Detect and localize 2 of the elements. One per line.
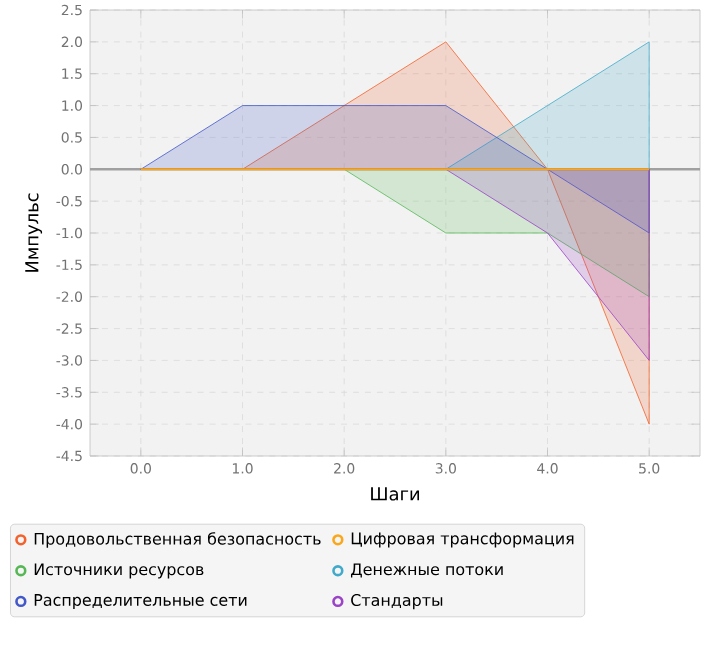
x-axis-title: Шаги bbox=[371, 487, 419, 501]
y-axis-title: Импульс bbox=[25, 193, 43, 272]
